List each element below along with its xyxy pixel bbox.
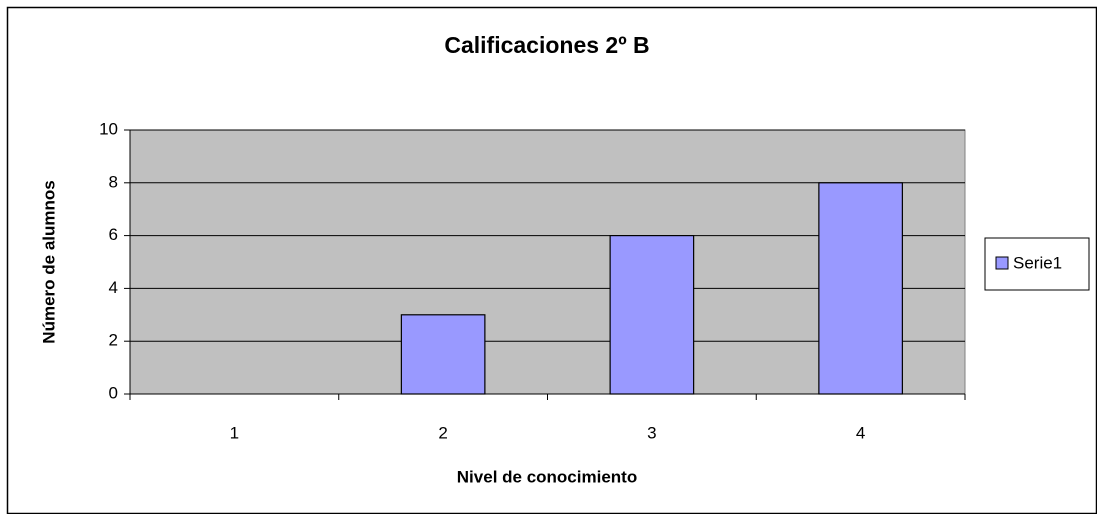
y-tick-label: 0 bbox=[109, 383, 118, 402]
y-tick-label: 10 bbox=[99, 119, 118, 138]
y-axis-label: Número de alumnos bbox=[39, 180, 58, 343]
x-tick-label: 4 bbox=[856, 423, 865, 442]
bar bbox=[400, 314, 486, 395]
chart-title: Calificaciones 2º B bbox=[444, 32, 649, 58]
y-tick-label: 2 bbox=[109, 331, 118, 350]
y-tick-label: 4 bbox=[109, 278, 118, 297]
y-tick-label: 6 bbox=[109, 225, 118, 244]
bar bbox=[818, 182, 903, 395]
x-tick-label: 1 bbox=[230, 423, 239, 442]
legend-swatch bbox=[995, 256, 1009, 270]
x-tick-label: 3 bbox=[647, 423, 656, 442]
x-tick-label: 2 bbox=[438, 423, 447, 442]
bar bbox=[609, 235, 695, 395]
y-tick-label: 8 bbox=[109, 172, 118, 191]
x-axis-label: Nivel de conocimiento bbox=[457, 467, 637, 486]
legend-label: Serie1 bbox=[1013, 253, 1062, 272]
